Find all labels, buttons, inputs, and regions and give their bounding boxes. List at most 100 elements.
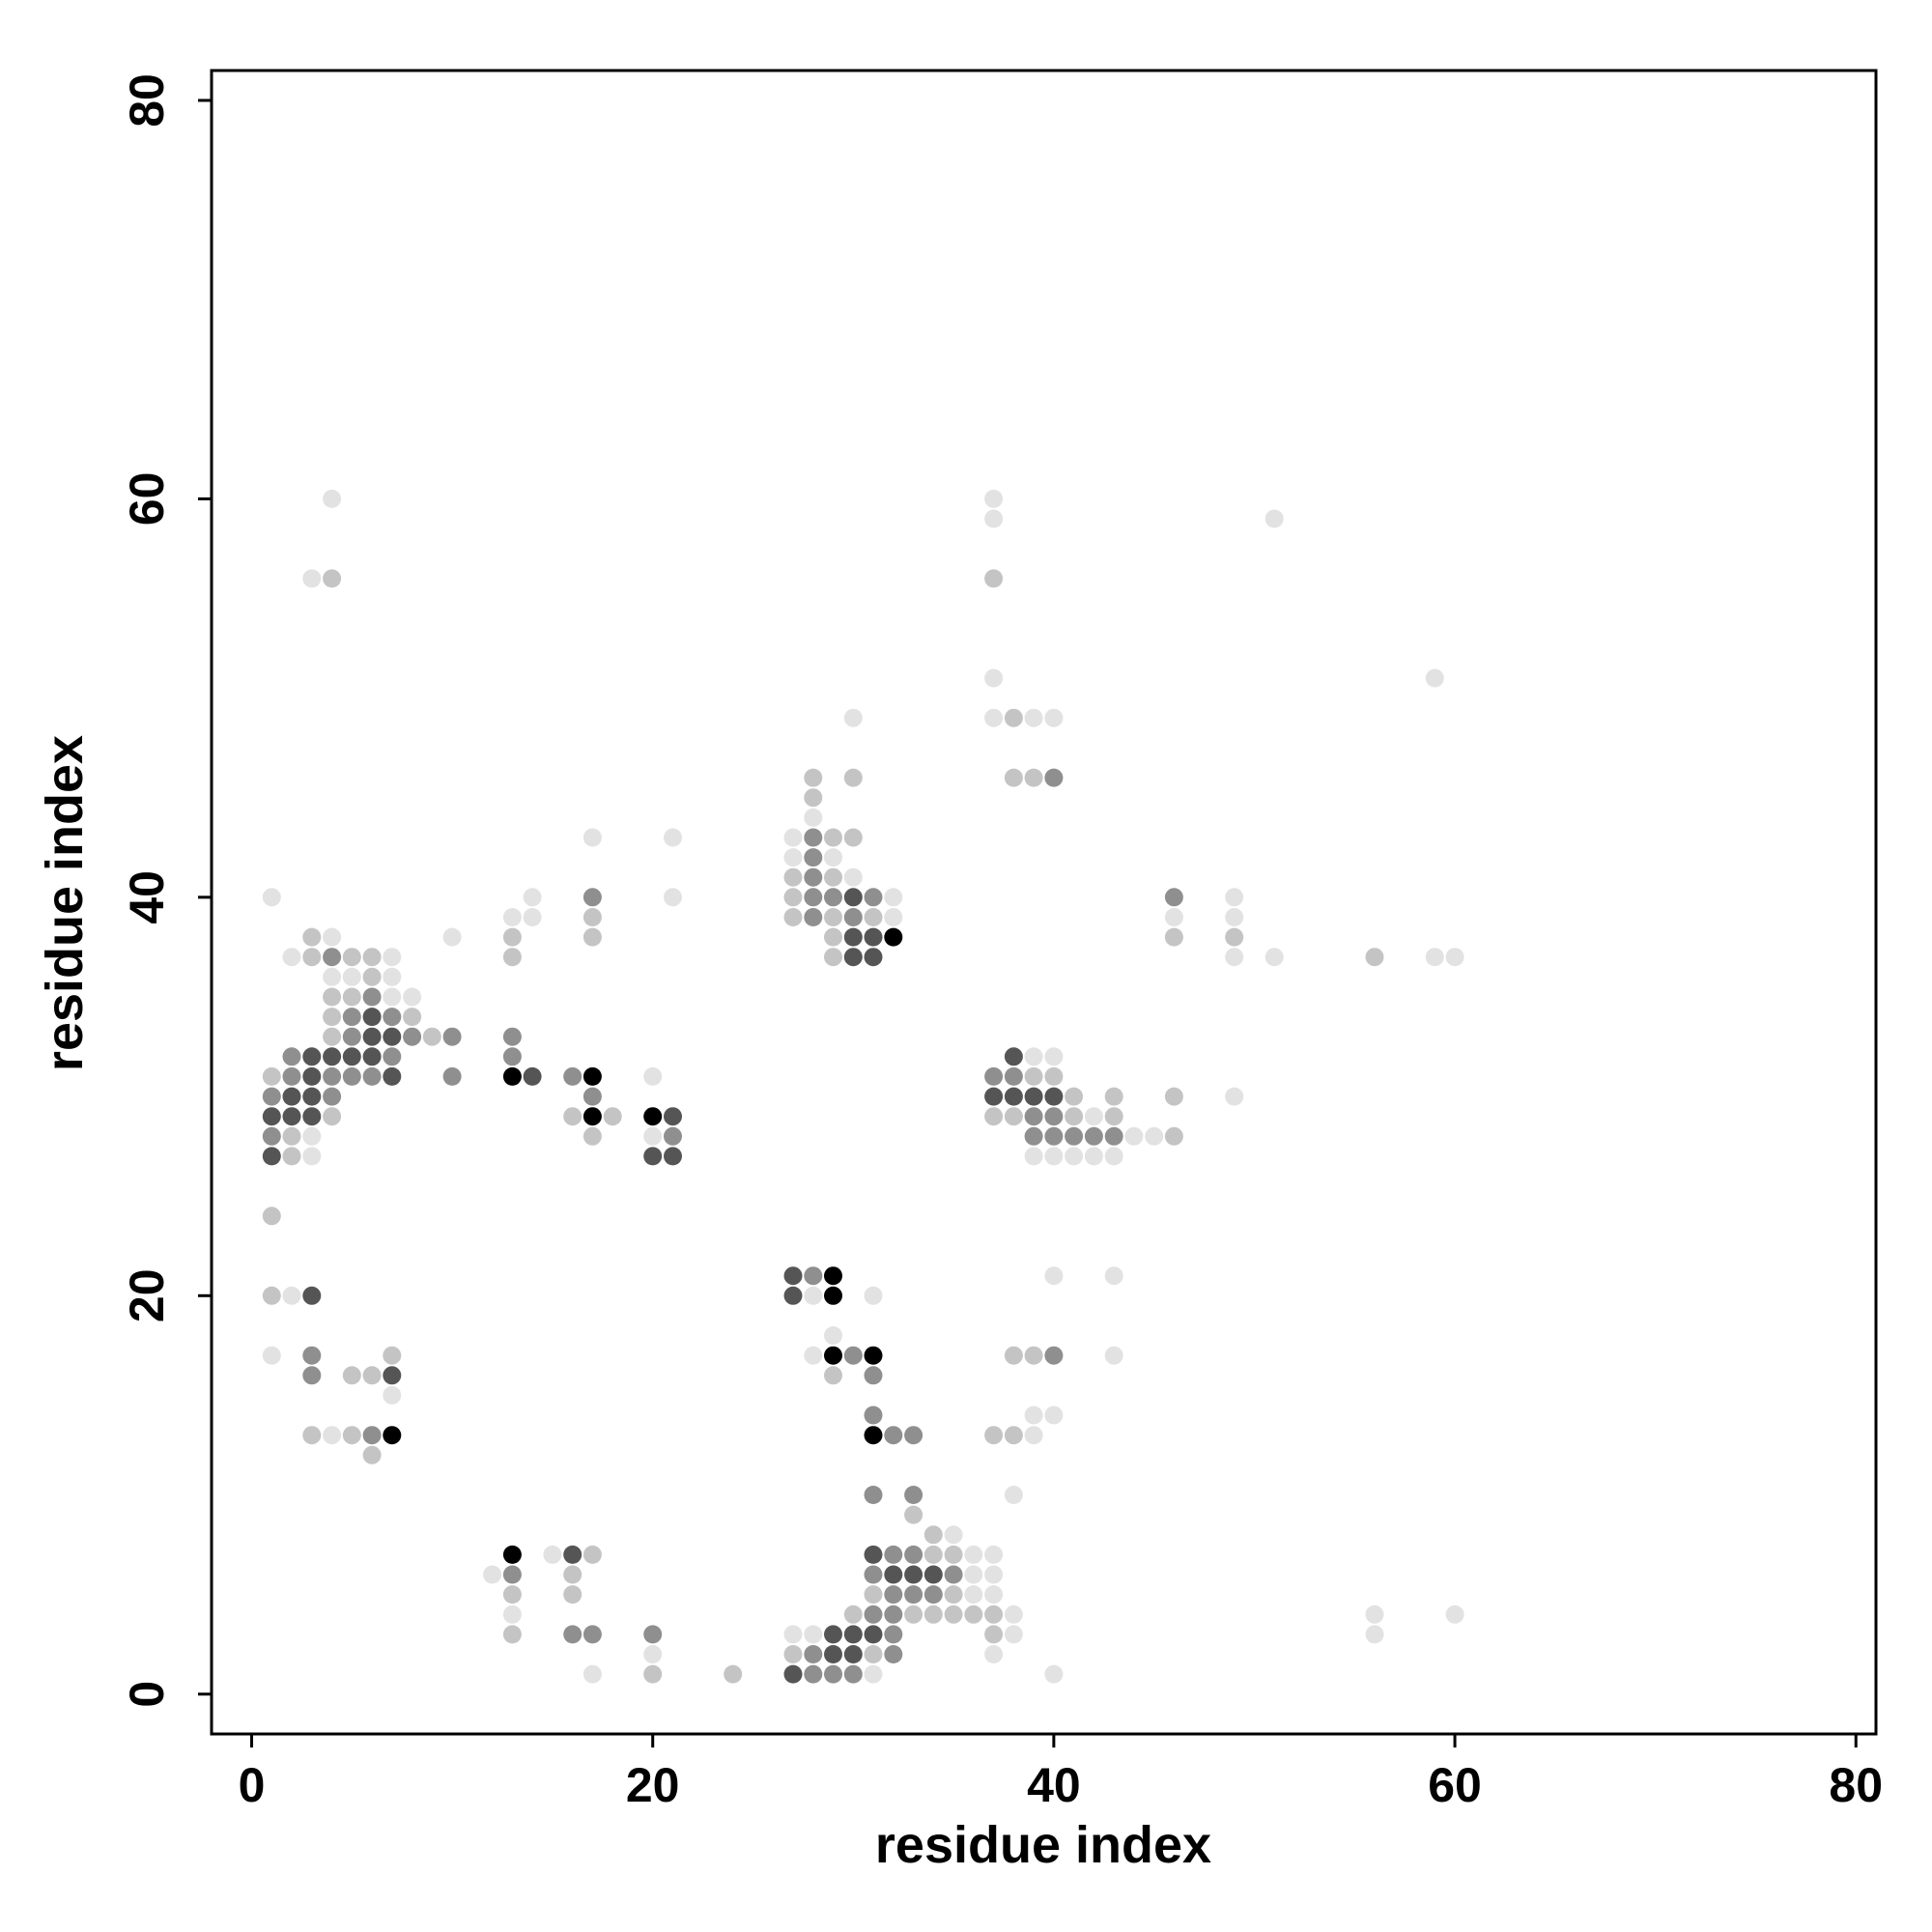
data-point bbox=[1104, 1087, 1123, 1106]
data-point bbox=[582, 908, 602, 926]
data-point bbox=[383, 1047, 402, 1066]
data-point bbox=[362, 1366, 382, 1385]
data-point bbox=[342, 1066, 361, 1086]
data-point bbox=[843, 888, 863, 907]
data-point bbox=[502, 1027, 522, 1046]
data-point bbox=[984, 489, 1004, 508]
data-point bbox=[864, 1486, 883, 1504]
data-point bbox=[864, 1605, 883, 1624]
y-tick-label: 0 bbox=[120, 1681, 174, 1708]
data-point bbox=[843, 1346, 863, 1365]
data-point bbox=[403, 1008, 422, 1027]
data-point bbox=[864, 1346, 883, 1365]
data-point bbox=[923, 1525, 943, 1545]
data-point bbox=[383, 948, 402, 967]
data-point bbox=[664, 1107, 682, 1126]
data-point bbox=[984, 668, 1004, 688]
data-point bbox=[824, 1366, 842, 1385]
data-point bbox=[282, 948, 301, 967]
data-point bbox=[1445, 948, 1464, 967]
data-point bbox=[1024, 1087, 1043, 1106]
data-point bbox=[804, 1286, 823, 1305]
data-point bbox=[884, 927, 903, 947]
data-point bbox=[884, 908, 903, 926]
data-point bbox=[904, 1565, 923, 1584]
data-point bbox=[843, 927, 863, 947]
data-point bbox=[984, 1565, 1004, 1584]
data-point bbox=[342, 1366, 361, 1385]
data-point bbox=[1084, 1107, 1103, 1126]
data-point bbox=[783, 848, 803, 867]
data-point bbox=[984, 1107, 1004, 1126]
data-point bbox=[904, 1486, 923, 1504]
data-point bbox=[323, 1426, 342, 1445]
data-point bbox=[1044, 1147, 1064, 1166]
data-point bbox=[1004, 1087, 1023, 1106]
data-point bbox=[543, 1545, 562, 1564]
data-point bbox=[1145, 1126, 1164, 1146]
data-point bbox=[323, 569, 342, 588]
data-point bbox=[783, 1266, 803, 1286]
data-point bbox=[984, 1625, 1004, 1644]
data-point bbox=[864, 927, 883, 947]
data-point bbox=[843, 867, 863, 887]
data-point bbox=[1004, 1625, 1023, 1644]
data-point bbox=[843, 1605, 863, 1624]
data-point bbox=[323, 489, 342, 508]
data-point bbox=[1425, 948, 1444, 967]
data-point bbox=[1044, 1047, 1064, 1066]
data-point bbox=[843, 1664, 863, 1684]
data-point bbox=[523, 908, 542, 926]
data-point bbox=[582, 1087, 602, 1106]
data-point bbox=[1164, 908, 1183, 926]
points-layer bbox=[262, 489, 1464, 1684]
data-point bbox=[342, 1008, 361, 1027]
data-point bbox=[884, 888, 903, 907]
data-point bbox=[884, 1625, 903, 1644]
data-point bbox=[582, 888, 602, 907]
data-point bbox=[282, 1126, 301, 1146]
data-point bbox=[1044, 1066, 1064, 1086]
data-point bbox=[804, 908, 823, 926]
data-point bbox=[824, 1266, 842, 1286]
data-point bbox=[1084, 1126, 1103, 1146]
data-point bbox=[984, 1087, 1004, 1106]
data-point bbox=[783, 828, 803, 847]
data-point bbox=[904, 1585, 923, 1605]
data-point bbox=[864, 948, 883, 967]
data-point bbox=[1164, 1126, 1183, 1146]
data-point bbox=[1365, 948, 1384, 967]
data-point bbox=[864, 1625, 883, 1644]
x-axis-title: residue index bbox=[875, 1816, 1211, 1874]
data-point bbox=[804, 1266, 823, 1286]
data-point bbox=[362, 1027, 382, 1046]
data-point bbox=[323, 1027, 342, 1046]
data-point bbox=[944, 1605, 963, 1624]
data-point bbox=[643, 1107, 663, 1126]
data-point bbox=[1004, 1426, 1023, 1445]
data-point bbox=[664, 828, 682, 847]
data-point bbox=[984, 1645, 1004, 1663]
data-point bbox=[884, 1605, 903, 1624]
data-point bbox=[1044, 1346, 1064, 1365]
data-point bbox=[1225, 927, 1244, 947]
data-point bbox=[302, 1286, 322, 1305]
y-axis: 0 20 40 60 80 bbox=[120, 73, 212, 1708]
data-point bbox=[984, 1426, 1004, 1445]
data-point bbox=[1225, 908, 1244, 926]
data-point bbox=[582, 1625, 602, 1644]
data-point bbox=[923, 1545, 943, 1564]
data-point bbox=[262, 1147, 281, 1166]
data-point bbox=[643, 1664, 663, 1684]
data-point bbox=[1024, 708, 1043, 727]
data-point bbox=[643, 1066, 663, 1086]
data-point bbox=[1264, 948, 1284, 967]
data-point bbox=[884, 1565, 903, 1584]
data-point bbox=[1104, 1266, 1123, 1286]
data-point bbox=[323, 1008, 342, 1027]
data-point bbox=[1104, 1346, 1123, 1365]
data-point bbox=[923, 1585, 943, 1605]
data-point bbox=[502, 948, 522, 967]
data-point bbox=[843, 708, 863, 727]
data-point bbox=[783, 1645, 803, 1663]
